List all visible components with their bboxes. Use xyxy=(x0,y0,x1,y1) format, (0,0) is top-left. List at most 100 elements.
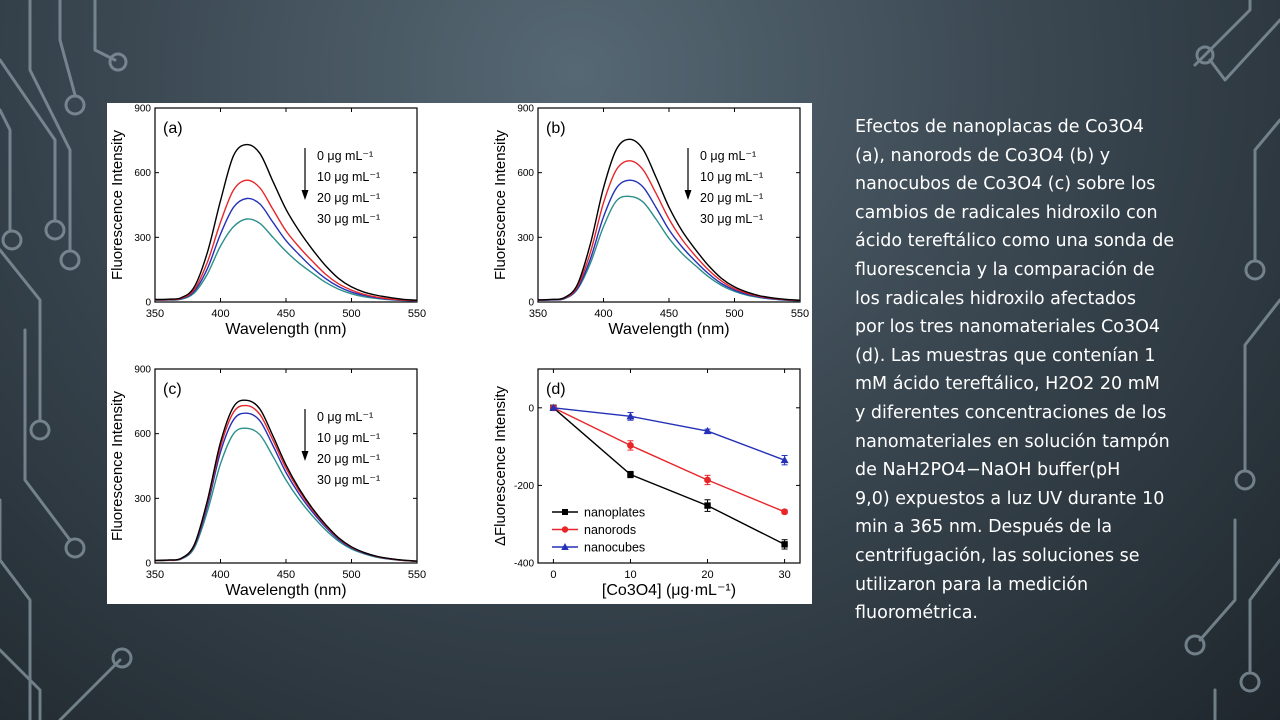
panel-label: (d) xyxy=(546,381,566,398)
x-tick-label: 500 xyxy=(342,569,360,581)
y-axis-label: Fluorescence Intensity xyxy=(492,129,509,280)
x-axis-label: [Co3O4] (μg·mL⁻¹) xyxy=(602,582,736,599)
caption-text: Efectos de nanoplacas de Co3O4 (a), nano… xyxy=(855,113,1215,628)
x-tick-label: 550 xyxy=(408,569,426,581)
series-line-nanorods xyxy=(553,407,785,513)
y-tick-label: 600 xyxy=(134,429,151,440)
legend-arrowhead xyxy=(684,190,692,200)
series-line-nanocubes xyxy=(553,407,785,461)
legend-marker xyxy=(561,526,569,533)
caption-line: fluorescencia y la comparación de xyxy=(855,259,1155,280)
caption-line: (d). Las muestras que contenían 1 xyxy=(855,345,1156,366)
series-line-0 xyxy=(154,399,418,562)
x-tick-label: 550 xyxy=(408,308,426,320)
data-point xyxy=(704,476,711,484)
x-tick-label: 350 xyxy=(529,308,547,320)
caption-line: cambios de radicales hidroxilo con xyxy=(855,202,1158,223)
plot-frame xyxy=(154,107,418,303)
panel-b: 350 400 450 500 550 0 300 600 900 Wavelength (nm)… xyxy=(492,104,809,339)
y-tick-label: 0 xyxy=(528,298,534,309)
data-point xyxy=(704,502,711,509)
series-line-1 xyxy=(154,179,418,302)
x-axis-label: Wavelength (nm) xyxy=(225,582,346,599)
caption-line: y diferentes concentraciones de los xyxy=(855,402,1167,423)
y-tick-label: 0 xyxy=(145,298,151,309)
x-tick-label: 400 xyxy=(211,308,229,320)
y-tick-label: 0 xyxy=(145,559,151,570)
caption-line: ácido tereftálico como una sonda de xyxy=(855,231,1175,252)
data-point xyxy=(781,541,788,548)
y-axis-label: Fluorescence Intensity xyxy=(109,129,126,280)
series-line-0 xyxy=(537,138,801,301)
x-tick-label: 450 xyxy=(277,308,295,320)
y-tick-label: 300 xyxy=(517,233,534,244)
caption-line: min a 365 nm. Después de la xyxy=(855,517,1113,538)
data-point xyxy=(780,455,789,464)
caption-line: centrifugación, las soluciones se xyxy=(855,545,1140,566)
legend-entry: 0 μg mL⁻¹ xyxy=(317,410,373,424)
x-tick-label: 10 xyxy=(624,569,636,581)
panel-label: (b) xyxy=(546,120,566,137)
y-tick-label: 900 xyxy=(517,104,534,115)
caption-line: los radicales hidroxilo afectados xyxy=(855,288,1136,309)
legend-entry: 10 μg mL⁻¹ xyxy=(317,431,380,445)
data-point xyxy=(549,403,558,411)
legend-marker xyxy=(562,509,568,515)
caption-line: mM ácido tereftálico, H2O2 20 mM xyxy=(855,374,1160,395)
legend-entry: 30 μg mL⁻¹ xyxy=(317,473,380,487)
panel-c: 350 400 450 500 550 0 300 600 900 Wavelength (nm)… xyxy=(109,365,426,600)
caption-line: de NaH2PO4−NaOH buffer(pH xyxy=(855,460,1121,481)
series-line-nanoplates xyxy=(552,407,785,546)
data-point xyxy=(703,426,712,435)
legend-entry: 0 μg mL⁻¹ xyxy=(317,149,373,163)
caption-line: Efectos de nanoplacas de Co3O4 xyxy=(855,117,1145,137)
series-line-3 xyxy=(154,218,418,302)
legend-entry: nanocubes xyxy=(584,541,645,555)
plot-frame xyxy=(537,107,801,303)
panel-label: (c) xyxy=(163,381,182,398)
x-tick-label: 350 xyxy=(146,308,164,320)
chart-figure: 350 400 450 500 550 0 300 600 900 Wavelength (nm)… xyxy=(109,104,809,600)
panel-label: (a) xyxy=(163,120,183,137)
data-point xyxy=(627,471,634,478)
x-tick-label: 550 xyxy=(791,308,809,320)
x-tick-label: 0 xyxy=(550,569,556,581)
legend-entry: 10 μg mL⁻¹ xyxy=(317,170,380,184)
legend-entry: 20 μg mL⁻¹ xyxy=(317,452,380,466)
legend-entry: 0 μg mL⁻¹ xyxy=(700,149,756,163)
y-tick-label: 900 xyxy=(134,365,151,376)
x-axis-label: Wavelength (nm) xyxy=(225,321,346,338)
y-tick-label: 300 xyxy=(134,233,151,244)
legend-entry: nanoplates xyxy=(584,506,645,520)
panel-a: 350 400 450 500 550 0 300 600 900 Wavelength (nm)… xyxy=(109,104,426,339)
x-tick-label: 20 xyxy=(701,569,713,581)
caption-line: utilizaron para la medición xyxy=(855,574,1089,595)
x-tick-label: 500 xyxy=(342,308,360,320)
legend-marker xyxy=(561,543,569,550)
x-axis-label: Wavelength (nm) xyxy=(608,321,729,338)
x-tick-label: 400 xyxy=(594,308,612,320)
legend-entry: 30 μg mL⁻¹ xyxy=(317,212,380,226)
legend-arrowhead xyxy=(301,451,309,461)
data-point xyxy=(626,412,635,420)
x-tick-label: 400 xyxy=(211,569,229,581)
x-tick-label: 350 xyxy=(146,569,164,581)
series-line-0 xyxy=(154,143,418,301)
x-tick-label: 450 xyxy=(277,569,295,581)
y-tick-label: 300 xyxy=(134,494,151,505)
legend-entry: 20 μg mL⁻¹ xyxy=(317,191,380,205)
plot-frame xyxy=(537,368,801,564)
y-tick-label: 0 xyxy=(528,403,534,414)
x-tick-label: 450 xyxy=(660,308,678,320)
y-tick-label: 600 xyxy=(517,168,534,179)
legend-entry: nanorods xyxy=(584,523,636,537)
caption-line: nanocubos de Co3O4 (c) sobre los xyxy=(855,174,1156,195)
x-tick-label: 500 xyxy=(725,308,743,320)
data-point xyxy=(781,508,788,516)
y-tick-label: -400 xyxy=(514,559,534,570)
caption-line: fluorométrica. xyxy=(855,603,978,624)
series-line-2 xyxy=(537,179,801,302)
caption-line: nanomateriales en solución tampón xyxy=(855,431,1170,452)
series-line-2 xyxy=(154,197,418,302)
